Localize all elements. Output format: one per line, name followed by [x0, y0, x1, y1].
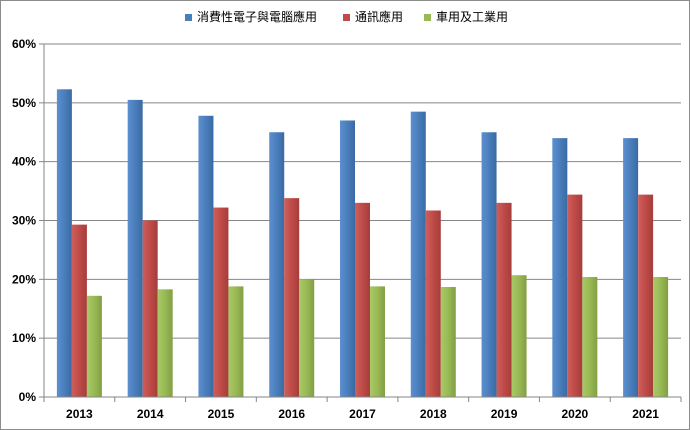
x-tick-label: 2018	[420, 407, 447, 421]
x-axis-ticks: 2013 2014 2015 2016 2017 2018 2019 2020 2021	[43, 397, 682, 421]
bar-1-2018	[410, 111, 426, 398]
bar-2-2021	[638, 194, 654, 397]
bar-1-2015	[198, 115, 214, 397]
x-tick-label: 2016	[278, 407, 305, 421]
legend-swatch	[185, 14, 192, 21]
x-tick-label: 2021	[632, 407, 659, 421]
x-tick-label: 2017	[349, 407, 376, 421]
bar-1-2020	[552, 138, 568, 397]
bar-1-2021	[623, 138, 639, 397]
legend-swatch	[343, 14, 350, 21]
bar-3-2019	[511, 275, 527, 397]
bar-1-2013	[56, 89, 72, 397]
bar-1-2017	[340, 120, 355, 397]
y-tick-label: 10%	[12, 331, 36, 345]
x-tick-label: 2019	[491, 407, 518, 421]
y-tick-label: 30%	[12, 214, 36, 228]
bar-3-2014	[157, 289, 173, 397]
bar-3-2013	[86, 295, 102, 397]
bar-3-2015	[228, 286, 244, 397]
x-tick-label: 2014	[137, 407, 164, 421]
y-tick-label: 0%	[19, 390, 37, 404]
bar-3-2017	[370, 286, 385, 397]
x-tick-label: 2013	[66, 407, 93, 421]
bar-2-2020	[567, 194, 583, 397]
legend-swatch	[424, 14, 431, 21]
bar-3-2021	[653, 276, 669, 397]
bar-2-2014	[142, 220, 158, 397]
legend-label: 通訊應用	[355, 9, 403, 24]
bar-2-2013	[71, 224, 87, 397]
bar-2-2016	[284, 198, 300, 397]
y-tick-label: 50%	[12, 96, 36, 110]
bar-3-2020	[582, 276, 598, 397]
bar-2-2015	[213, 207, 229, 397]
x-tick-label: 2015	[208, 407, 235, 421]
legend-label: 車用及工業用	[436, 10, 508, 24]
bar-1-2014	[127, 99, 143, 398]
bar-3-2018	[440, 286, 456, 397]
y-axis-ticks: 0% 10% 20% 30% 40% 50% 60%	[12, 37, 44, 404]
bars-layer	[56, 89, 669, 398]
bar-2-2018	[425, 210, 441, 397]
y-tick-label: 40%	[12, 155, 36, 169]
legend-label: 消費性電子與電腦應用	[197, 9, 317, 24]
y-tick-label: 60%	[12, 37, 36, 51]
legend: 消費性電子與電腦應用 通訊應用 車用及工業用	[185, 9, 508, 24]
bar-3-2016	[299, 279, 315, 397]
bar-2-2017	[355, 202, 370, 397]
x-tick-label: 2020	[561, 407, 588, 421]
bar-1-2016	[269, 132, 285, 397]
y-tick-label: 20%	[12, 272, 36, 286]
bar-1-2019	[481, 132, 497, 397]
bar-2-2019	[496, 202, 512, 397]
